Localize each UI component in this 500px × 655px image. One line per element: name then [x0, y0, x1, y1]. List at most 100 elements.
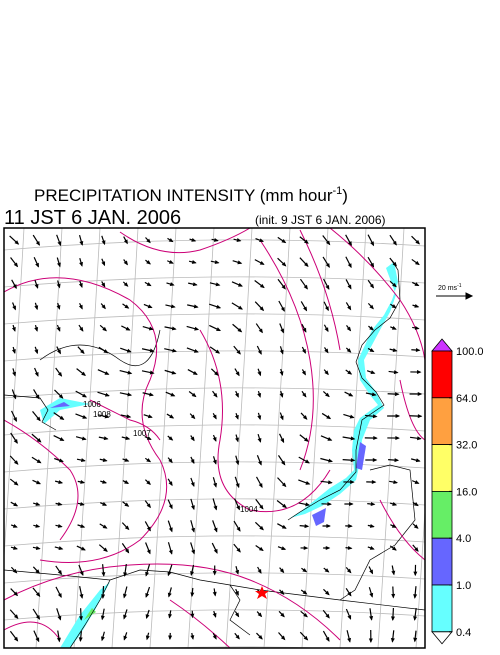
wind-arrow — [213, 413, 217, 419]
wind-head — [235, 415, 239, 420]
wind-arrow — [120, 348, 131, 352]
colorbar-label: 100.0 — [456, 346, 484, 358]
wind-head — [169, 550, 173, 555]
wind-arrow — [100, 458, 108, 462]
wind-head — [80, 524, 85, 528]
wind-arrow — [79, 258, 83, 267]
wind-arrow — [190, 436, 194, 442]
wind-head — [36, 546, 41, 550]
wind-head — [123, 615, 127, 620]
wind-arrow — [57, 235, 62, 246]
wind-head — [124, 458, 129, 462]
wind-arrow — [346, 325, 351, 331]
wind-arrow — [280, 323, 284, 333]
wind-arrow — [144, 304, 153, 308]
wind-arrow — [413, 545, 419, 552]
colorbar: 100.064.032.016.04.01.00.4 — [432, 339, 484, 644]
wind-arrow — [301, 590, 307, 595]
wind-arrow — [78, 480, 85, 484]
wind-arrow — [56, 587, 62, 598]
wind-arrow — [280, 568, 285, 574]
contour-label: 1006 — [83, 400, 101, 409]
wind-arrow — [12, 325, 16, 332]
wind-head — [190, 635, 194, 640]
wind-arrow — [123, 502, 130, 507]
wind-arrow — [257, 346, 261, 355]
wind-head — [347, 638, 351, 643]
wind-arrow — [123, 480, 129, 484]
wind-arrow — [278, 546, 286, 550]
wind-arrow — [255, 302, 264, 311]
wind-arrow — [145, 501, 151, 508]
wind-head — [81, 458, 86, 462]
wind-arrow — [302, 369, 306, 375]
wind-head — [191, 550, 195, 555]
wind-arrow — [323, 524, 331, 528]
wind-head — [194, 304, 199, 308]
wind-head — [373, 436, 378, 440]
wind-arrow — [78, 347, 85, 354]
wind-head — [394, 370, 399, 374]
wind-head — [105, 393, 110, 397]
wind-arrow — [33, 588, 40, 597]
wind-head — [392, 502, 397, 506]
wind-arrow — [257, 369, 261, 376]
wind-arrow — [34, 303, 38, 310]
colorbar-segment — [432, 351, 452, 398]
wind-arrow — [34, 257, 39, 267]
wind-arrow — [166, 392, 176, 396]
wind-head — [12, 349, 16, 354]
wind-head — [369, 638, 373, 643]
wind-head — [172, 326, 177, 330]
wind-arrow — [12, 303, 16, 311]
wind-arrow — [213, 498, 217, 510]
wind-arrow — [10, 236, 20, 245]
wind-arrow — [77, 546, 86, 550]
wind-head — [328, 459, 333, 463]
wind-arrow — [33, 502, 40, 506]
wind-head — [191, 528, 195, 533]
wind-arrow — [77, 369, 86, 376]
wind-head — [148, 414, 153, 418]
wind-arrow — [390, 348, 398, 352]
wind-head — [190, 592, 194, 597]
wind-arrow — [78, 524, 86, 528]
wind-arrow — [302, 347, 306, 354]
wind-head — [418, 414, 423, 418]
wind-arrow — [257, 455, 261, 465]
wind-arrow — [10, 479, 18, 485]
wind-arrow — [57, 347, 61, 355]
wind-arrow — [391, 587, 395, 599]
wind-arrow — [165, 370, 177, 374]
wind-head — [413, 616, 417, 621]
wind-arrow — [258, 434, 262, 443]
wind-arrow — [34, 325, 38, 332]
wind-arrow — [278, 478, 287, 487]
wind-arrow — [256, 324, 263, 334]
wind-arrow — [33, 411, 41, 421]
wind-head — [34, 349, 38, 354]
wind-head — [146, 635, 150, 640]
wind-arrow — [168, 500, 172, 510]
wind-arrow — [413, 608, 417, 621]
wind-arrow — [324, 568, 330, 572]
wind-arrow — [145, 480, 151, 485]
wind-arrow — [190, 414, 195, 420]
wind-arrow — [33, 480, 41, 484]
wind-head — [328, 480, 333, 484]
wind-head — [168, 635, 172, 640]
wind-arrow — [277, 501, 287, 509]
wind-arrow — [123, 586, 127, 598]
wind-arrow — [55, 546, 64, 550]
wind-arrow — [369, 587, 373, 597]
colorbar-segment — [432, 445, 452, 492]
wind-arrow — [300, 435, 309, 442]
wind-head — [413, 572, 417, 577]
wind-head — [237, 260, 242, 264]
wind-arrow — [301, 546, 309, 550]
wind-arrow — [256, 633, 262, 640]
wind-head — [258, 438, 262, 443]
wind-head — [371, 502, 376, 506]
wind-arrow — [321, 436, 332, 441]
wind-head — [191, 238, 196, 242]
